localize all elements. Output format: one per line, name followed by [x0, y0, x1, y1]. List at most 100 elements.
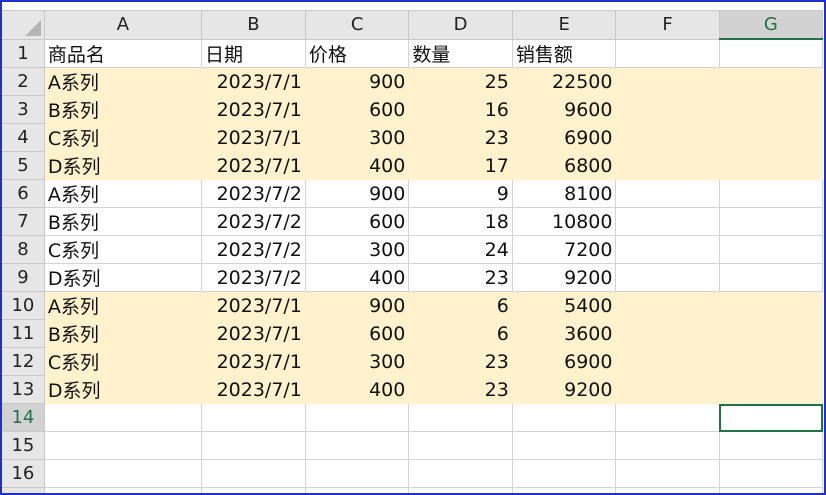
- cell-C6[interactable]: 900: [304, 179, 410, 208]
- row-header-4[interactable]: 4: [2, 123, 45, 152]
- cell-D4[interactable]: 23: [408, 123, 513, 152]
- cell-G17[interactable]: [718, 487, 824, 493]
- cell-E1[interactable]: 销售额: [511, 38, 617, 68]
- cell-B9[interactable]: 2023/7/2: [201, 263, 306, 292]
- cell-A16[interactable]: [43, 459, 203, 488]
- cell-F2[interactable]: [615, 67, 720, 96]
- cell-C13[interactable]: 400: [304, 375, 410, 404]
- cell-A10[interactable]: A系列: [43, 291, 203, 320]
- cell-F3[interactable]: [615, 95, 720, 124]
- cell-E11[interactable]: 3600: [511, 319, 617, 348]
- cell-C14[interactable]: [304, 403, 410, 432]
- cell-G10[interactable]: [718, 291, 824, 320]
- cell-E2[interactable]: 22500: [511, 67, 617, 96]
- cell-F10[interactable]: [615, 291, 720, 320]
- row-header-11[interactable]: 11: [2, 319, 45, 348]
- cell-C1[interactable]: 价格: [304, 38, 410, 68]
- cell-G14[interactable]: [718, 403, 824, 432]
- cell-F4[interactable]: [615, 123, 720, 152]
- row-header-14[interactable]: 14: [2, 403, 45, 432]
- cell-C16[interactable]: [304, 459, 410, 488]
- cell-G6[interactable]: [718, 179, 824, 208]
- cell-C2[interactable]: 900: [304, 67, 410, 96]
- column-header-G[interactable]: G: [718, 10, 824, 40]
- row-header-10[interactable]: 10: [2, 291, 45, 320]
- cell-D11[interactable]: 6: [408, 319, 513, 348]
- select-all-corner[interactable]: [2, 10, 45, 40]
- cell-A4[interactable]: C系列: [43, 123, 203, 152]
- row-header-7[interactable]: 7: [2, 207, 45, 236]
- cell-A8[interactable]: C系列: [43, 235, 203, 264]
- cell-B15[interactable]: [201, 431, 306, 460]
- row-header-15[interactable]: 15: [2, 431, 45, 460]
- cell-A7[interactable]: B系列: [43, 207, 203, 236]
- cell-B5[interactable]: 2023/7/1: [201, 151, 306, 180]
- column-header-A[interactable]: A: [43, 10, 203, 40]
- cell-E14[interactable]: [511, 403, 617, 432]
- cell-F17[interactable]: [615, 487, 720, 493]
- cell-C8[interactable]: 300: [304, 235, 410, 264]
- row-header-3[interactable]: 3: [2, 95, 45, 124]
- cell-D16[interactable]: [408, 459, 513, 488]
- cell-B16[interactable]: [201, 459, 306, 488]
- cell-G15[interactable]: [718, 431, 824, 460]
- cell-A1[interactable]: 商品名: [43, 38, 203, 68]
- row-header-8[interactable]: 8: [2, 235, 45, 264]
- cell-E7[interactable]: 10800: [511, 207, 617, 236]
- cell-D17[interactable]: [408, 487, 513, 493]
- cell-F16[interactable]: [615, 459, 720, 488]
- cell-A11[interactable]: B系列: [43, 319, 203, 348]
- cell-E5[interactable]: 6800: [511, 151, 617, 180]
- cell-B1[interactable]: 日期: [201, 38, 306, 68]
- cell-A3[interactable]: B系列: [43, 95, 203, 124]
- cell-E4[interactable]: 6900: [511, 123, 617, 152]
- cell-D5[interactable]: 17: [408, 151, 513, 180]
- cell-B2[interactable]: 2023/7/1: [201, 67, 306, 96]
- cell-F15[interactable]: [615, 431, 720, 460]
- cell-A15[interactable]: [43, 431, 203, 460]
- cell-D6[interactable]: 9: [408, 179, 513, 208]
- cell-A5[interactable]: D系列: [43, 151, 203, 180]
- cell-B12[interactable]: 2023/7/1: [201, 347, 306, 376]
- row-header-5[interactable]: 5: [2, 151, 45, 180]
- cell-F13[interactable]: [615, 375, 720, 404]
- cell-F11[interactable]: [615, 319, 720, 348]
- cell-C17[interactable]: [304, 487, 410, 493]
- row-header-1[interactable]: 1: [2, 38, 45, 68]
- cell-B17[interactable]: [201, 487, 306, 493]
- cell-G1[interactable]: [718, 38, 824, 68]
- cell-E6[interactable]: 8100: [511, 179, 617, 208]
- cell-D8[interactable]: 24: [408, 235, 513, 264]
- cell-F12[interactable]: [615, 347, 720, 376]
- row-header-13[interactable]: 13: [2, 375, 45, 404]
- cell-G4[interactable]: [718, 123, 824, 152]
- cell-C9[interactable]: 400: [304, 263, 410, 292]
- cell-G3[interactable]: [718, 95, 824, 124]
- row-header-12[interactable]: 12: [2, 347, 45, 376]
- cell-E15[interactable]: [511, 431, 617, 460]
- cell-C3[interactable]: 600: [304, 95, 410, 124]
- cell-A12[interactable]: C系列: [43, 347, 203, 376]
- row-header-6[interactable]: 6: [2, 179, 45, 208]
- row-header-17[interactable]: 17: [2, 487, 45, 493]
- cell-C11[interactable]: 600: [304, 319, 410, 348]
- cell-F6[interactable]: [615, 179, 720, 208]
- cell-G16[interactable]: [718, 459, 824, 488]
- cell-E8[interactable]: 7200: [511, 235, 617, 264]
- cell-D2[interactable]: 25: [408, 67, 513, 96]
- cell-B13[interactable]: 2023/7/1: [201, 375, 306, 404]
- row-header-2[interactable]: 2: [2, 67, 45, 96]
- cell-A9[interactable]: D系列: [43, 263, 203, 292]
- cell-G11[interactable]: [718, 319, 824, 348]
- cell-D7[interactable]: 18: [408, 207, 513, 236]
- column-header-C[interactable]: C: [304, 10, 410, 40]
- cell-B11[interactable]: 2023/7/1: [201, 319, 306, 348]
- cell-A14[interactable]: [43, 403, 203, 432]
- cell-B7[interactable]: 2023/7/2: [201, 207, 306, 236]
- cell-E13[interactable]: 9200: [511, 375, 617, 404]
- column-header-D[interactable]: D: [408, 10, 513, 40]
- cell-C7[interactable]: 600: [304, 207, 410, 236]
- cell-G8[interactable]: [718, 235, 824, 264]
- cell-F14[interactable]: [615, 403, 720, 432]
- cell-A13[interactable]: D系列: [43, 375, 203, 404]
